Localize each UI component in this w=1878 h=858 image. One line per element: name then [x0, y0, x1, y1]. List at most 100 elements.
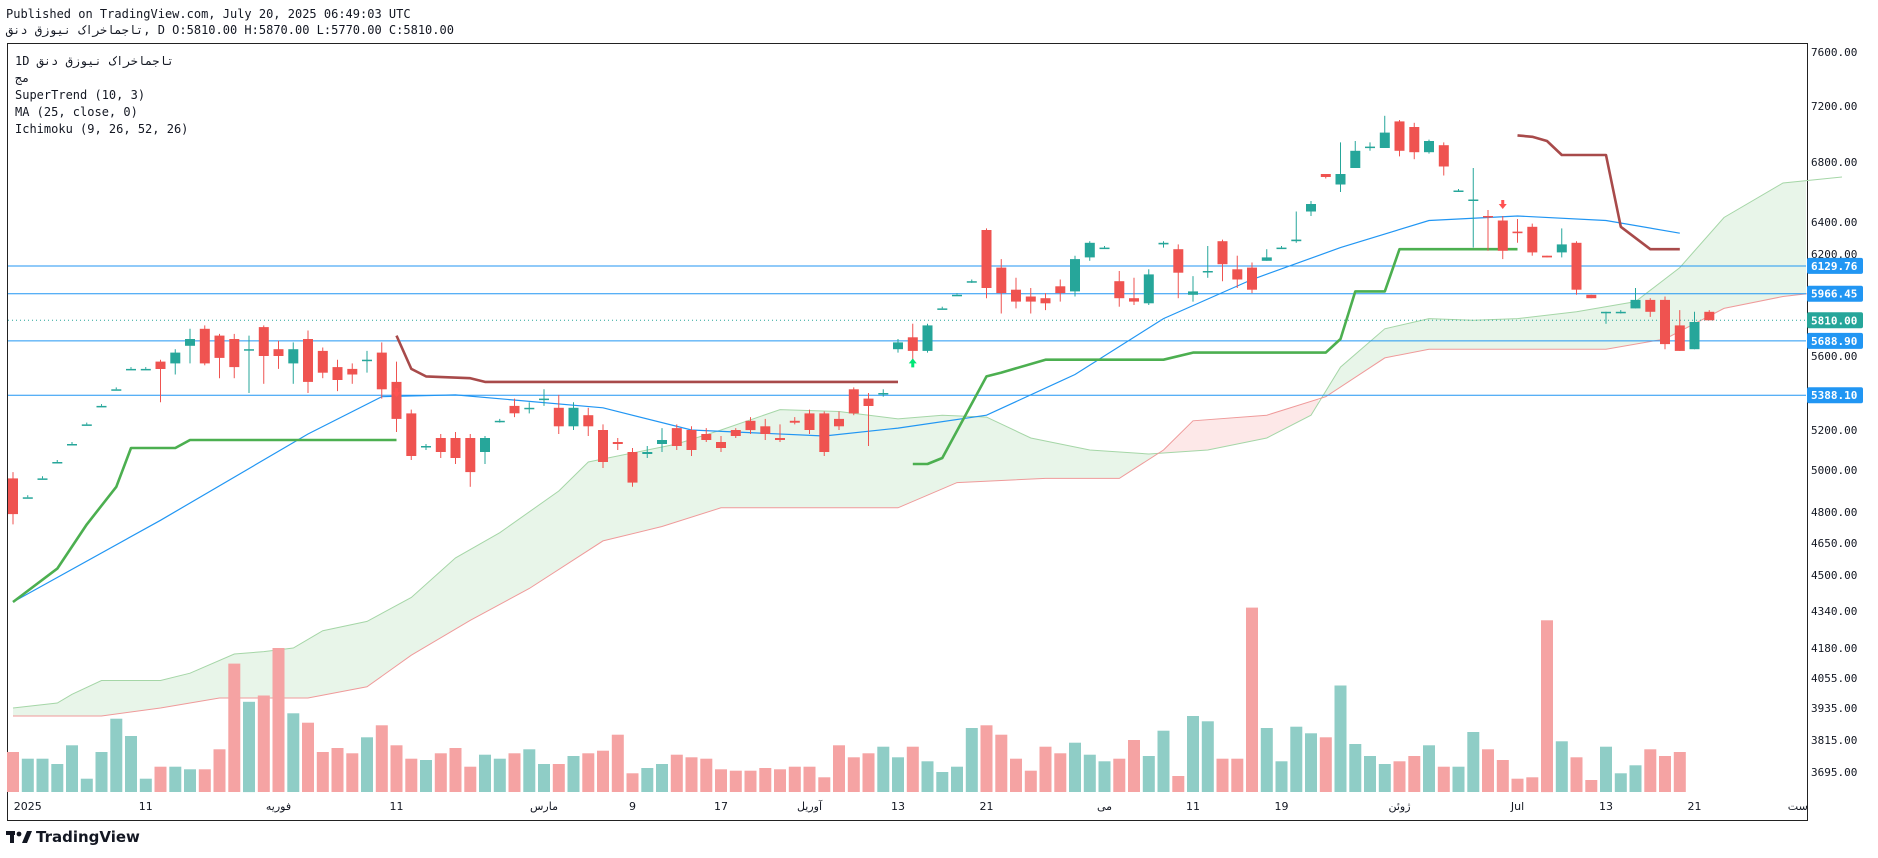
candle-body: [1291, 239, 1302, 242]
candle-body: [1320, 174, 1331, 177]
volume-bar: [1482, 749, 1494, 792]
volume-bar: [169, 766, 182, 792]
price-axis-tick: 5000.00: [1811, 464, 1857, 477]
candle-body: [1601, 311, 1611, 314]
candle-body: [1335, 174, 1346, 185]
volume-bar: [1378, 764, 1391, 792]
volume-bar: [1659, 756, 1671, 792]
volume-bar: [1393, 761, 1406, 792]
volume-bar: [80, 778, 93, 792]
supertrend-up-line: [12, 438, 397, 604]
candle-body: [966, 281, 977, 283]
candle-body: [1630, 299, 1641, 309]
candle-body: [229, 339, 240, 368]
candle-body: [745, 420, 756, 431]
candle-body: [539, 398, 549, 401]
candle-body: [244, 349, 254, 351]
candle-body: [1645, 299, 1656, 312]
buy-signal-arrow: [908, 358, 917, 368]
volume-bar: [700, 758, 713, 792]
level-price-label: 6129.76: [1811, 260, 1858, 273]
candle-body: [214, 335, 225, 358]
candle-body: [893, 342, 903, 350]
candle-body: [996, 267, 1007, 294]
time-axis-label: 21: [980, 800, 994, 813]
volume-bar: [936, 772, 949, 792]
legend-symbol[interactable]: 1D تاجماخراک نیوزق دنق: [15, 54, 174, 68]
volume-bar: [213, 749, 226, 792]
candle-body: [1025, 296, 1036, 302]
volume-bar: [1128, 740, 1140, 792]
candle-body: [1571, 242, 1582, 290]
volume-bar: [272, 648, 285, 792]
volume-bar: [892, 757, 904, 792]
volume-bar: [1423, 745, 1435, 792]
candle-body: [8, 478, 18, 515]
volume-bar: [125, 736, 137, 792]
candle-body: [1261, 257, 1272, 261]
candle-body: [1055, 286, 1066, 294]
candle-body: [568, 407, 579, 427]
candle-body: [199, 328, 210, 364]
candle-body: [509, 405, 520, 414]
price-axis-tick: 3695.00: [1811, 766, 1857, 779]
volume-bar: [1614, 773, 1627, 792]
legend-ichimoku[interactable]: Ichimoku (9, 26, 52, 26): [15, 122, 189, 136]
candle-body: [686, 430, 697, 450]
volume-bar: [980, 725, 993, 792]
candle-body: [258, 327, 269, 356]
volume-bar: [965, 728, 978, 792]
tradingview-logo[interactable]: TradingView: [6, 828, 140, 846]
legend-ma[interactable]: MA (25, close, 0): [15, 105, 138, 119]
volume-bar: [257, 695, 270, 792]
volume-bar: [818, 777, 831, 792]
supertrend-down-line: [1517, 134, 1680, 251]
time-axis-label: 17: [714, 800, 728, 813]
candle-body: [1143, 274, 1154, 304]
volume-bar: [1364, 756, 1376, 792]
candle-body: [96, 405, 107, 408]
ma-line: [12, 215, 1680, 603]
volume-bar: [951, 766, 963, 792]
candle-body: [1379, 132, 1390, 148]
candle-body: [848, 389, 859, 414]
volume-bar: [685, 757, 698, 792]
volume-bar: [611, 734, 624, 792]
legend-supertrend[interactable]: SuperTrend (10, 3): [15, 88, 146, 102]
supertrend-up-line: [912, 247, 1518, 466]
volume-bar: [538, 764, 550, 792]
ichimoku-cloud-bullish: [13, 409, 1157, 716]
price-axis-tick: 6400.00: [1811, 216, 1857, 229]
volume-bar: [1452, 766, 1465, 792]
candle-body: [1114, 281, 1125, 299]
candle-body: [863, 398, 874, 406]
last-price-label: 5810.00: [1811, 314, 1857, 327]
candle-body: [1674, 325, 1685, 351]
published-line: Published on TradingView.com, July 20, 2…: [6, 7, 411, 21]
volume-bar: [1585, 780, 1598, 792]
volume-bar: [759, 768, 772, 792]
volume-bar: [139, 778, 152, 792]
volume-bar: [302, 722, 314, 792]
time-axis-label: آوریل: [797, 799, 823, 813]
volume-bar: [1024, 770, 1037, 792]
level-price-label-bg: [1807, 257, 1863, 274]
candle-body: [303, 339, 313, 382]
price-axis-tick: 6200.00: [1811, 248, 1857, 261]
volume-bar: [1113, 758, 1126, 792]
volume-bar: [877, 746, 890, 792]
volume-bar: [1231, 758, 1244, 792]
volume-bar: [862, 753, 875, 792]
volume-bar: [1010, 758, 1022, 792]
volume-bar: [1644, 749, 1657, 792]
candle-body: [878, 393, 889, 395]
candle-body: [1424, 141, 1434, 153]
chart-frame[interactable]: [7, 43, 1808, 821]
candle-body: [819, 413, 830, 452]
volume-bar: [1260, 728, 1273, 792]
volume-bar: [1172, 776, 1185, 792]
volume-bar: [508, 753, 521, 792]
candle-body: [465, 438, 476, 473]
candle-body: [1394, 121, 1405, 151]
